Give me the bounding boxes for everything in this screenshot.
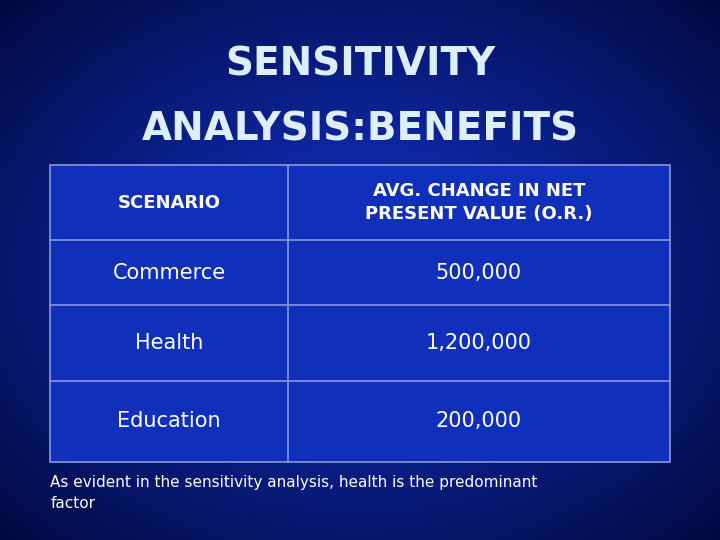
Bar	[50, 165, 670, 462]
Text: Commerce: Commerce	[112, 262, 226, 283]
Text: 200,000: 200,000	[436, 411, 522, 431]
Text: 500,000: 500,000	[436, 262, 522, 283]
Text: SCENARIO: SCENARIO	[117, 193, 221, 212]
Text: Health: Health	[135, 333, 203, 353]
Text: SENSITIVITY: SENSITIVITY	[225, 46, 495, 84]
Bar	[50, 165, 670, 462]
Text: As evident in the sensitivity analysis, health is the predominant
factor: As evident in the sensitivity analysis, …	[50, 475, 538, 511]
Text: AVG. CHANGE IN NET
PRESENT VALUE (O.R.): AVG. CHANGE IN NET PRESENT VALUE (O.R.)	[365, 181, 593, 224]
Text: Education: Education	[117, 411, 221, 431]
Text: 1,200,000: 1,200,000	[426, 333, 532, 353]
Text: ANALYSIS:BENEFITS: ANALYSIS:BENEFITS	[141, 111, 579, 148]
